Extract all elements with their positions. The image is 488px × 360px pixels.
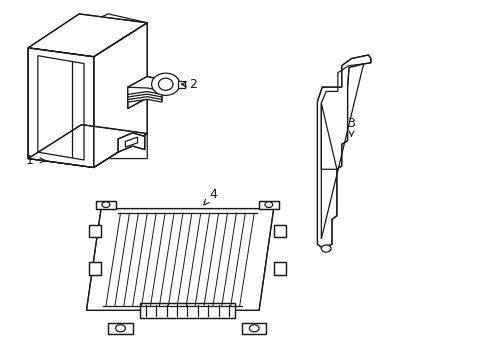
Text: 2: 2 <box>181 78 197 91</box>
Polygon shape <box>28 125 147 167</box>
Polygon shape <box>89 262 101 275</box>
Circle shape <box>321 245 330 252</box>
Polygon shape <box>178 81 185 88</box>
Polygon shape <box>28 14 147 158</box>
Ellipse shape <box>158 78 173 90</box>
Polygon shape <box>127 87 162 94</box>
Text: 1: 1 <box>25 154 45 167</box>
Polygon shape <box>96 201 116 208</box>
Polygon shape <box>89 225 101 237</box>
Text: 3: 3 <box>347 117 355 136</box>
Polygon shape <box>127 76 162 109</box>
Polygon shape <box>118 133 144 152</box>
Polygon shape <box>317 55 370 248</box>
Text: 4: 4 <box>203 188 216 205</box>
Polygon shape <box>242 323 266 334</box>
Polygon shape <box>127 95 162 102</box>
Polygon shape <box>28 14 147 57</box>
Polygon shape <box>273 225 285 237</box>
Polygon shape <box>94 23 147 167</box>
Polygon shape <box>28 48 94 167</box>
Circle shape <box>264 202 272 207</box>
Polygon shape <box>259 201 278 208</box>
Polygon shape <box>273 262 285 275</box>
Circle shape <box>249 325 259 332</box>
Polygon shape <box>108 323 132 334</box>
Polygon shape <box>86 208 273 310</box>
Circle shape <box>116 325 125 332</box>
Ellipse shape <box>151 73 180 95</box>
Polygon shape <box>140 303 234 318</box>
Circle shape <box>102 202 110 207</box>
Polygon shape <box>127 93 162 100</box>
Polygon shape <box>127 90 162 97</box>
